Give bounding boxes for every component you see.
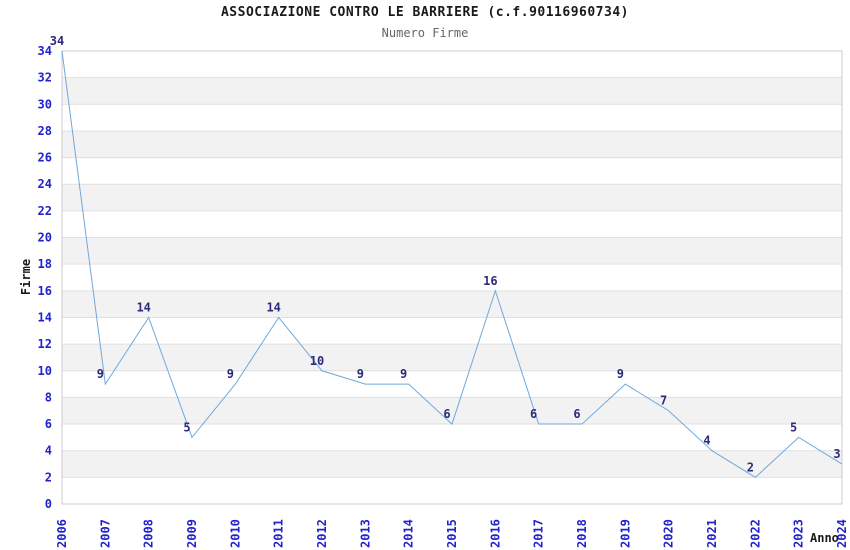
- data-point-label: 9: [400, 367, 407, 381]
- x-tick-label: 2018: [575, 519, 589, 548]
- data-point-label: 5: [790, 420, 797, 434]
- data-point-label: 2: [747, 460, 754, 474]
- grid-band: [62, 290, 842, 318]
- data-point-label: 34: [50, 34, 64, 48]
- x-tick-label: 2024: [835, 519, 849, 548]
- y-tick-label: 2: [45, 470, 52, 484]
- data-point-label: 6: [443, 407, 450, 421]
- data-point-label: 14: [136, 300, 150, 314]
- data-point-label: 10: [310, 354, 324, 368]
- data-point-label: 9: [617, 367, 624, 381]
- data-point-label: 14: [266, 300, 280, 314]
- y-tick-label: 18: [38, 257, 52, 271]
- data-point-label: 4: [703, 434, 710, 448]
- x-tick-label: 2017: [532, 519, 546, 548]
- data-point-label: 5: [183, 420, 190, 434]
- y-axis-title: Firme: [19, 258, 33, 296]
- x-tick-label: 2015: [445, 519, 459, 548]
- chart-subtitle: Numero Firme: [381, 26, 469, 40]
- data-point-label: 9: [357, 367, 364, 381]
- data-point-label: 16: [483, 274, 497, 288]
- y-tick-label: 22: [38, 204, 52, 218]
- y-tick-label: 30: [38, 97, 52, 111]
- plot-border: [61, 50, 843, 505]
- grid-band: [62, 344, 842, 371]
- y-tick-label: 12: [38, 337, 52, 351]
- x-tick-label: 2023: [792, 519, 806, 548]
- grid-band: [62, 397, 842, 425]
- data-point-label: 9: [97, 367, 104, 381]
- y-tick-label: 28: [38, 124, 52, 138]
- series-line: [61, 50, 843, 478]
- x-tick-label: 2020: [662, 519, 676, 548]
- x-tick-label: 2016: [488, 519, 502, 548]
- x-tick-label: 2010: [228, 519, 242, 548]
- x-tick-label: 2006: [55, 519, 69, 548]
- y-tick-label: 26: [38, 151, 52, 165]
- data-point-label: 6: [573, 407, 580, 421]
- x-axis-title: Anno: [810, 531, 839, 545]
- x-tick-label: 2011: [272, 519, 286, 548]
- data-point-label: 7: [660, 394, 667, 408]
- y-tick-label: 16: [38, 284, 52, 298]
- y-tick-label: 24: [38, 177, 52, 191]
- chart-title: ASSOCIAZIONE CONTRO LE BARRIERE (c.f.901…: [220, 5, 629, 20]
- grid-band: [62, 184, 842, 211]
- data-point-label: 3: [833, 447, 840, 461]
- data-point-label: 6: [530, 407, 537, 421]
- grid-band: [62, 450, 842, 478]
- x-tick-label: 2009: [185, 519, 199, 548]
- data-point-label: 9: [227, 367, 234, 381]
- y-tick-label: 6: [45, 417, 52, 431]
- x-tick-label: 2013: [358, 519, 372, 548]
- x-tick-label: 2019: [618, 519, 632, 548]
- y-tick-label: 14: [38, 310, 52, 324]
- x-tick-label: 2021: [705, 519, 719, 548]
- y-tick-label: 20: [38, 231, 52, 245]
- y-tick-label: 34: [38, 44, 52, 58]
- x-tick-label: 2014: [402, 519, 416, 548]
- y-tick-label: 0: [45, 497, 52, 511]
- x-tick-label: 2022: [748, 519, 762, 548]
- y-tick-label: 8: [45, 390, 52, 404]
- x-tick-label: 2008: [142, 519, 156, 548]
- grid-band: [62, 77, 842, 105]
- grid-band: [62, 237, 842, 265]
- y-tick-label: 4: [45, 444, 52, 458]
- x-tick-label: 2007: [98, 519, 112, 548]
- y-tick-label: 10: [38, 364, 52, 378]
- y-tick-label: 32: [38, 71, 52, 85]
- x-tick-label: 2012: [315, 519, 329, 548]
- grid-band: [62, 130, 842, 158]
